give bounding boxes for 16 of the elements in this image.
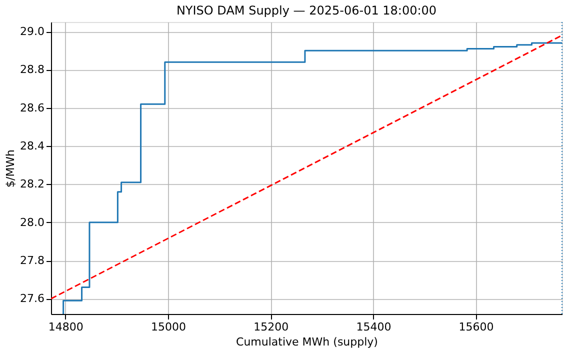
chart-title: NYISO DAM Supply — 2025-06-01 18:00:00 xyxy=(176,4,437,18)
x-axis-title: Cumulative MWh (supply) xyxy=(236,336,378,348)
y-tick-label: 28.0 xyxy=(20,216,44,229)
y-tick-label: 28.4 xyxy=(20,140,44,153)
y-tick-label: 28.2 xyxy=(20,178,44,191)
x-tick-label: 14800 xyxy=(48,320,84,334)
x-tick-label: 15000 xyxy=(150,320,186,334)
y-tick-label: 29.0 xyxy=(20,25,44,38)
x-tick-label: 15400 xyxy=(356,320,392,334)
y-tick-label: 27.8 xyxy=(20,254,44,268)
x-tick-label: 15600 xyxy=(458,320,494,334)
y-tick-label: 27.6 xyxy=(20,292,44,306)
x-tick-label: 15200 xyxy=(254,320,289,334)
y-tick-label: 28.6 xyxy=(20,101,44,114)
y-axis-title: $/MWh xyxy=(4,149,18,188)
y-tick-label: 28.8 xyxy=(20,63,44,76)
